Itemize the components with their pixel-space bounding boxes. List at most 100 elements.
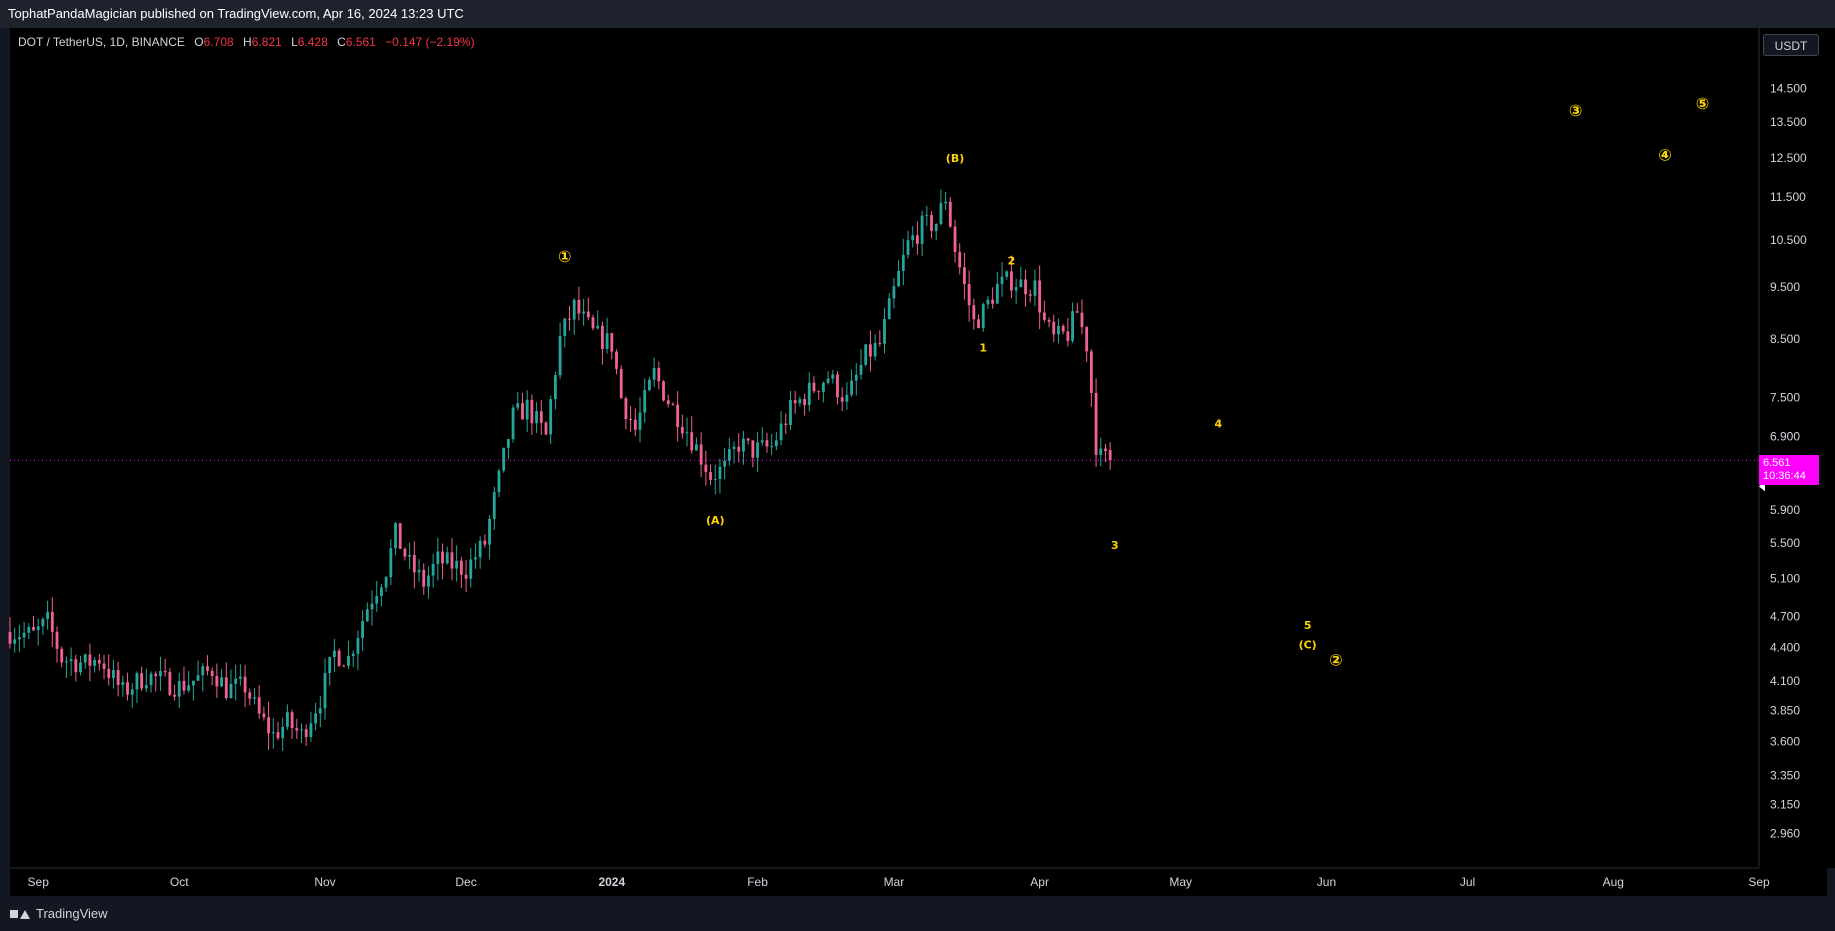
candle-body xyxy=(483,540,487,545)
candle-body xyxy=(1033,280,1037,296)
chart-pane[interactable] xyxy=(10,28,1827,896)
candle-body xyxy=(986,299,990,305)
candle-body xyxy=(596,325,600,329)
y-tick-label: 3.350 xyxy=(1770,768,1800,782)
footer: TradingView xyxy=(0,896,1835,931)
candle-body xyxy=(1000,276,1004,284)
symbol-label[interactable]: DOT / TetherUS, 1D, BINANCE xyxy=(18,35,185,49)
candle-body xyxy=(121,682,125,685)
candle-body xyxy=(74,659,78,673)
y-tick-label: 3.600 xyxy=(1770,735,1800,749)
candle-body xyxy=(13,639,17,644)
candle-body xyxy=(229,683,233,699)
candle-body xyxy=(821,382,825,392)
candle-body xyxy=(60,648,64,663)
candle-body xyxy=(812,382,816,392)
y-tick-label: 3.150 xyxy=(1770,797,1800,811)
candle-body xyxy=(69,659,73,662)
candle-body xyxy=(1057,325,1060,335)
candle-body xyxy=(384,577,388,588)
candle-body xyxy=(1028,294,1032,296)
candle-body xyxy=(817,391,821,393)
candle-body xyxy=(135,673,139,690)
candle-body xyxy=(196,675,200,681)
candle-body xyxy=(582,311,586,314)
candle-body xyxy=(591,317,595,329)
candle-body xyxy=(831,374,835,379)
wave-label: ④ xyxy=(1658,145,1672,164)
candle-body xyxy=(629,418,633,420)
candle-body xyxy=(455,560,459,569)
candle-body xyxy=(953,226,957,252)
candles-group xyxy=(8,189,1112,751)
candle-body xyxy=(934,223,938,231)
candle-body xyxy=(619,368,623,399)
candle-body xyxy=(676,404,680,427)
candle-body xyxy=(751,440,755,458)
candle-body xyxy=(300,729,303,731)
candle-body xyxy=(215,676,219,687)
candle-body xyxy=(774,440,778,447)
candle-body xyxy=(168,672,172,695)
y-tick-label: 13.500 xyxy=(1770,115,1807,129)
x-tick-label: Jun xyxy=(1317,875,1336,889)
candle-body xyxy=(497,470,501,493)
candle-body xyxy=(347,655,350,666)
candle-body xyxy=(238,676,242,679)
candle-body xyxy=(610,333,614,352)
candle-body xyxy=(206,666,209,671)
high-label: H xyxy=(243,35,252,49)
candle-body xyxy=(1038,280,1042,313)
candle-body xyxy=(1089,351,1093,393)
candle-body xyxy=(323,673,327,709)
y-tick-label: 5.500 xyxy=(1770,536,1800,550)
x-tick-label: Aug xyxy=(1603,875,1624,889)
candle-body xyxy=(474,557,477,560)
candle-body xyxy=(1094,392,1098,455)
candle-body xyxy=(605,333,609,349)
tradingview-brand[interactable]: TradingView xyxy=(10,906,108,921)
candle-body xyxy=(657,367,661,382)
currency-button[interactable]: USDT xyxy=(1763,34,1819,56)
candle-body xyxy=(1080,312,1084,328)
price-chart[interactable]: 14.500 13.500 12.500 11.500 10.500 9.500 8.500… xyxy=(0,0,1835,896)
candle-body xyxy=(356,637,360,654)
candle-body xyxy=(516,403,520,408)
candle-body xyxy=(27,627,31,633)
candle-body xyxy=(963,267,966,284)
candle-body xyxy=(737,446,741,452)
candle-body xyxy=(1005,271,1009,277)
wave-label: ⑤ xyxy=(1696,94,1710,113)
candle-body xyxy=(1075,311,1079,313)
candle-body xyxy=(883,319,886,344)
x-tick-label: Feb xyxy=(747,875,768,889)
y-tick-label: 5.900 xyxy=(1770,503,1800,517)
candle-body xyxy=(417,569,421,573)
candle-body xyxy=(295,728,299,731)
y-tick-label: 4.400 xyxy=(1770,641,1800,655)
candle-body xyxy=(897,270,901,287)
candle-body xyxy=(600,325,604,349)
y-tick-label: 6.900 xyxy=(1770,430,1800,444)
candle-body xyxy=(380,587,383,596)
candle-body xyxy=(671,404,675,406)
current-price-value: 6.561 xyxy=(1763,457,1791,469)
y-tick-label: 14.500 xyxy=(1770,82,1807,96)
candle-body xyxy=(901,254,905,271)
low-label: L xyxy=(291,35,298,49)
x-tick-label: Nov xyxy=(314,875,335,889)
candle-body xyxy=(342,665,346,667)
candle-body xyxy=(177,680,181,697)
candle-body xyxy=(1019,279,1023,288)
candle-body xyxy=(563,318,567,336)
y-tick-label: 8.500 xyxy=(1770,332,1800,346)
candle-body xyxy=(459,560,463,575)
candle-body xyxy=(422,569,426,587)
candle-body xyxy=(718,466,722,480)
candle-body xyxy=(431,563,435,576)
candle-body xyxy=(553,375,557,400)
candle-body xyxy=(713,479,717,481)
candle-body xyxy=(154,673,158,677)
candle-body xyxy=(723,460,727,467)
candle-body xyxy=(784,423,788,426)
